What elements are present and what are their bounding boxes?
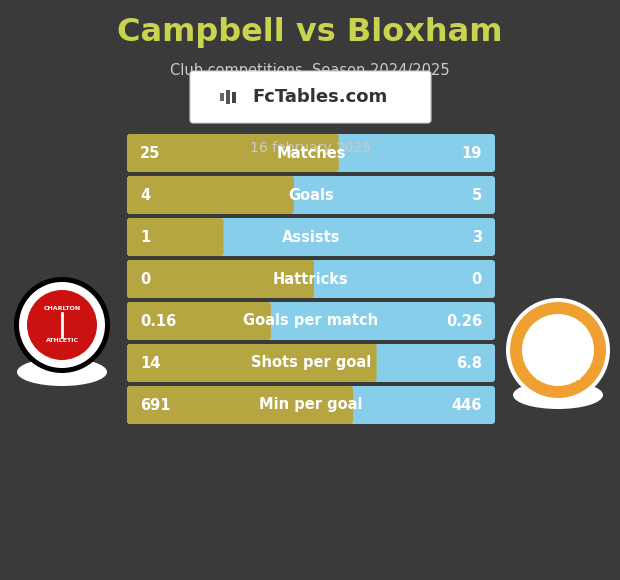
- Text: 691: 691: [140, 397, 170, 412]
- Text: Matches: Matches: [277, 146, 346, 161]
- FancyBboxPatch shape: [127, 386, 353, 424]
- FancyBboxPatch shape: [127, 134, 495, 172]
- Text: 14: 14: [140, 356, 161, 371]
- FancyBboxPatch shape: [127, 176, 294, 214]
- Text: 1: 1: [140, 230, 150, 245]
- Text: Club competitions, Season 2024/2025: Club competitions, Season 2024/2025: [170, 63, 450, 78]
- Ellipse shape: [17, 358, 107, 386]
- Text: 19: 19: [462, 146, 482, 161]
- Text: CHARLTON: CHARLTON: [43, 306, 81, 311]
- FancyBboxPatch shape: [127, 344, 377, 382]
- Text: Goals: Goals: [288, 187, 334, 202]
- Text: Assists: Assists: [281, 230, 340, 245]
- Circle shape: [506, 298, 610, 402]
- Text: FcTables.com: FcTables.com: [253, 88, 388, 106]
- FancyBboxPatch shape: [127, 344, 495, 382]
- Circle shape: [27, 290, 97, 360]
- FancyBboxPatch shape: [127, 218, 223, 256]
- Text: 446: 446: [451, 397, 482, 412]
- Text: BLACKPOOL: BLACKPOOL: [539, 320, 577, 324]
- Circle shape: [522, 314, 594, 386]
- Text: Shots per goal: Shots per goal: [251, 356, 371, 371]
- Circle shape: [19, 282, 105, 368]
- Bar: [220, 93, 224, 101]
- Ellipse shape: [513, 381, 603, 409]
- Circle shape: [14, 277, 110, 373]
- Text: 0.16: 0.16: [140, 314, 176, 328]
- FancyBboxPatch shape: [127, 260, 495, 298]
- FancyBboxPatch shape: [190, 71, 431, 123]
- Text: 3: 3: [472, 230, 482, 245]
- FancyBboxPatch shape: [127, 260, 314, 298]
- Text: 25: 25: [140, 146, 161, 161]
- Text: Min per goal: Min per goal: [259, 397, 363, 412]
- FancyBboxPatch shape: [127, 176, 495, 214]
- Text: FOOTBALL CLUB: FOOTBALL CLUB: [536, 375, 580, 380]
- Text: 0: 0: [472, 271, 482, 287]
- Text: 4: 4: [140, 187, 150, 202]
- Text: 0: 0: [140, 271, 150, 287]
- FancyBboxPatch shape: [127, 218, 495, 256]
- Text: Hattricks: Hattricks: [273, 271, 349, 287]
- FancyBboxPatch shape: [127, 134, 339, 172]
- Bar: [232, 92, 236, 103]
- Text: 5: 5: [472, 187, 482, 202]
- Text: Goals per match: Goals per match: [244, 314, 379, 328]
- Text: Campbell vs Bloxham: Campbell vs Bloxham: [117, 16, 503, 48]
- FancyBboxPatch shape: [127, 302, 495, 340]
- Text: 6.8: 6.8: [456, 356, 482, 371]
- Bar: [226, 90, 230, 104]
- Text: 0.26: 0.26: [446, 314, 482, 328]
- FancyBboxPatch shape: [127, 302, 271, 340]
- Text: 16 february 2025: 16 february 2025: [249, 141, 371, 155]
- FancyBboxPatch shape: [127, 386, 495, 424]
- Circle shape: [510, 302, 606, 398]
- Text: ATHLETIC: ATHLETIC: [45, 339, 79, 343]
